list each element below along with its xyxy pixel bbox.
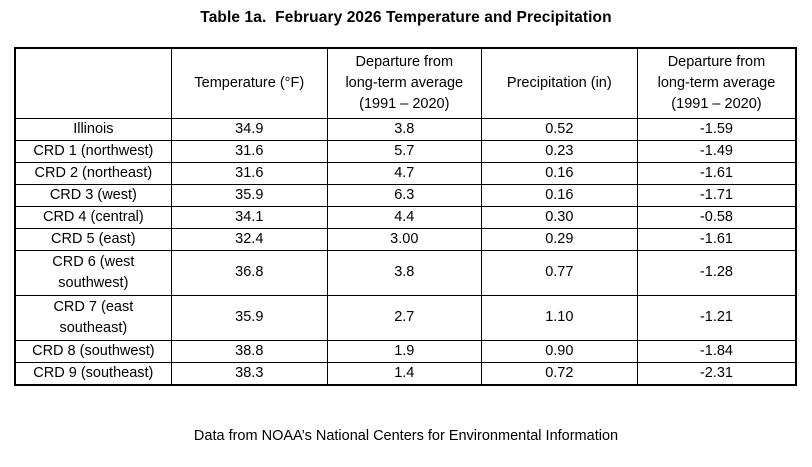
table-row-crd4: CRD 4 (central) 34.1 4.4 0.30 -0.58 bbox=[14, 205, 797, 229]
temp-departure-cell: 4.4 bbox=[326, 205, 482, 229]
temperature-cell: 32.4 bbox=[170, 227, 328, 251]
temperature-cell: 34.1 bbox=[170, 205, 328, 229]
precipitation-cell: 0.30 bbox=[480, 205, 638, 229]
temp-departure-cell: 1.9 bbox=[326, 339, 482, 363]
temperature-cell: 38.3 bbox=[170, 361, 328, 385]
temp-departure-cell: 4.7 bbox=[326, 161, 482, 185]
row-label: CRD 9 (southeast) bbox=[14, 361, 172, 385]
header-region bbox=[14, 47, 172, 119]
precipitation-cell: 0.90 bbox=[480, 339, 638, 363]
table-row-crd3: CRD 3 (west) 35.9 6.3 0.16 -1.71 bbox=[14, 183, 797, 207]
precip-departure-cell: -1.71 bbox=[636, 183, 797, 207]
table-row-crd5: CRD 5 (east) 32.4 3.00 0.29 -1.61 bbox=[14, 227, 797, 251]
temperature-cell: 31.6 bbox=[170, 139, 328, 163]
row-label: CRD 3 (west) bbox=[14, 183, 172, 207]
climate-data-table: Temperature (°F) Departure from long-ter… bbox=[14, 47, 797, 386]
table-title: Table 1a. February 2026 Temperature and … bbox=[200, 9, 612, 26]
precipitation-cell: 0.16 bbox=[480, 183, 638, 207]
precipitation-cell: 0.16 bbox=[480, 161, 638, 185]
row-label: CRD 5 (east) bbox=[14, 227, 172, 251]
temp-departure-cell: 3.8 bbox=[326, 117, 482, 141]
row-label: Illinois bbox=[14, 117, 172, 141]
header-precipitation: Precipitation (in) bbox=[480, 47, 638, 119]
temperature-cell: 35.9 bbox=[170, 294, 328, 341]
temp-departure-cell: 2.7 bbox=[326, 294, 482, 341]
row-label: CRD 4 (central) bbox=[14, 205, 172, 229]
header-precip-departure: Departure from long-term average (1991 –… bbox=[636, 47, 797, 119]
table-row-crd8: CRD 8 (southwest) 38.8 1.9 0.90 -1.84 bbox=[14, 339, 797, 363]
row-label: CRD 8 (southwest) bbox=[14, 339, 172, 363]
precip-departure-cell: -1.61 bbox=[636, 161, 797, 185]
precipitation-cell: 0.29 bbox=[480, 227, 638, 251]
table-row-crd6: CRD 6 (west southwest) 36.8 3.8 0.77 -1.… bbox=[14, 249, 797, 296]
temperature-cell: 31.6 bbox=[170, 161, 328, 185]
precip-departure-cell: -1.49 bbox=[636, 139, 797, 163]
table-row-crd2: CRD 2 (northeast) 31.6 4.7 0.16 -1.61 bbox=[14, 161, 797, 185]
temperature-cell: 38.8 bbox=[170, 339, 328, 363]
temperature-cell: 35.9 bbox=[170, 183, 328, 207]
table-row-crd7: CRD 7 (east southeast) 35.9 2.7 1.10 -1.… bbox=[14, 294, 797, 341]
precip-departure-cell: -1.61 bbox=[636, 227, 797, 251]
table-header-row: Temperature (°F) Departure from long-ter… bbox=[14, 47, 797, 119]
precipitation-cell: 1.10 bbox=[480, 294, 638, 341]
table-row-crd1: CRD 1 (northwest) 31.6 5.7 0.23 -1.49 bbox=[14, 139, 797, 163]
precipitation-cell: 0.52 bbox=[480, 117, 638, 141]
header-temperature: Temperature (°F) bbox=[170, 47, 328, 119]
temp-departure-cell: 3.8 bbox=[326, 249, 482, 296]
temp-departure-cell: 1.4 bbox=[326, 361, 482, 385]
precip-departure-cell: -1.21 bbox=[636, 294, 797, 341]
row-label: CRD 1 (northwest) bbox=[14, 139, 172, 163]
precip-departure-cell: -1.59 bbox=[636, 117, 797, 141]
row-label: CRD 6 (west southwest) bbox=[14, 249, 172, 296]
precipitation-cell: 0.72 bbox=[480, 361, 638, 385]
precip-departure-cell: -0.58 bbox=[636, 205, 797, 229]
temperature-cell: 34.9 bbox=[170, 117, 328, 141]
header-temp-departure: Departure from long-term average (1991 –… bbox=[326, 47, 482, 119]
row-label: CRD 7 (east southeast) bbox=[14, 294, 172, 341]
precipitation-cell: 0.77 bbox=[480, 249, 638, 296]
table-row-crd9: CRD 9 (southeast) 38.3 1.4 0.72 -2.31 bbox=[14, 361, 797, 385]
precipitation-cell: 0.23 bbox=[480, 139, 638, 163]
data-source-note: Data from NOAA’s National Centers for En… bbox=[193, 428, 619, 444]
precip-departure-cell: -2.31 bbox=[636, 361, 797, 385]
temp-departure-cell: 6.3 bbox=[326, 183, 482, 207]
temp-departure-cell: 3.00 bbox=[326, 227, 482, 251]
temp-departure-cell: 5.7 bbox=[326, 139, 482, 163]
precip-departure-cell: -1.28 bbox=[636, 249, 797, 296]
row-label: CRD 2 (northeast) bbox=[14, 161, 172, 185]
table-row-illinois: Illinois 34.9 3.8 0.52 -1.59 bbox=[14, 117, 797, 141]
temperature-cell: 36.8 bbox=[170, 249, 328, 296]
precip-departure-cell: -1.84 bbox=[636, 339, 797, 363]
